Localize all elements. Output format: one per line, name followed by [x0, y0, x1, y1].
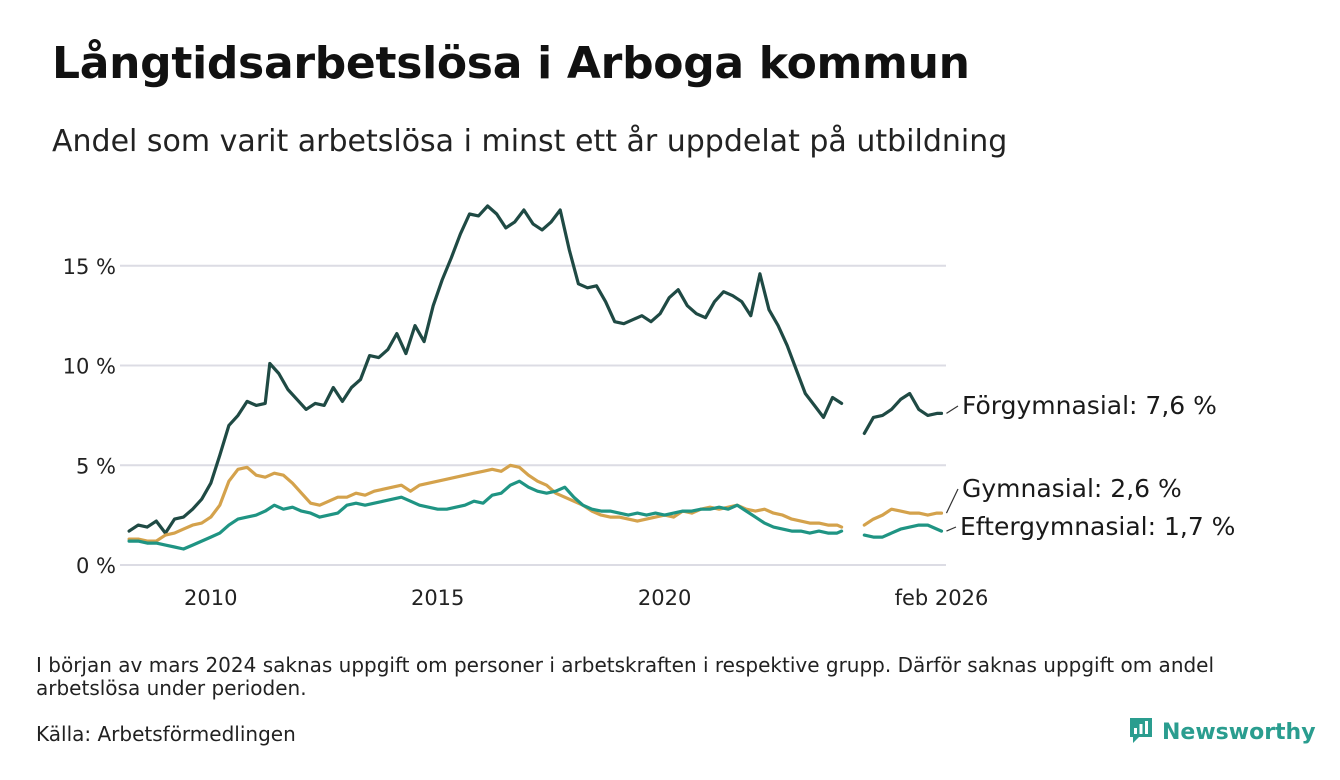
y-tick-label: 15 % [63, 255, 116, 279]
series-line-förgymnasial-0 [127, 204, 844, 535]
series-line-eftergymnasial-1 [862, 523, 944, 539]
footnote: I början av mars 2024 saknas uppgift om … [36, 653, 1215, 700]
series-line-eftergymnasial-0 [127, 479, 844, 551]
series-line-gymnasial-1 [862, 507, 944, 527]
series-label-förgymnasial: Förgymnasial: 7,6 % [962, 391, 1217, 420]
leader-line [946, 405, 959, 414]
x-tick-label: feb 2026 [895, 586, 989, 610]
y-tick-label: 0 % [76, 554, 116, 578]
newsworthy-logo[interactable]: Newsworthy [1128, 716, 1316, 748]
leader-line [946, 526, 957, 532]
chart-subtitle: Andel som varit arbetslösa i minst ett å… [52, 124, 1008, 159]
chart-title: Långtidsarbetslösa i Arboga kommun [52, 38, 970, 89]
bar-chart-icon [1128, 716, 1154, 748]
series-line-förgymnasial-1 [862, 391, 944, 435]
y-tick-label: 5 % [76, 454, 116, 478]
series-label-gymnasial: Gymnasial: 2,6 % [962, 474, 1182, 503]
x-tick-label: 2020 [638, 586, 691, 610]
x-tick-label: 2015 [411, 586, 464, 610]
series-label-eftergymnasial: Eftergymnasial: 1,7 % [960, 512, 1235, 541]
line-chart: 0 % 5 % 10 % 15 % 2010 2015 2020 feb 2026 Förg… [63, 204, 1235, 610]
source-credit: Källa: Arbetsförmedlingen [36, 722, 296, 746]
x-tick-label: 2010 [184, 586, 237, 610]
gridlines [120, 264, 946, 566]
y-tick-label: 10 % [63, 355, 116, 379]
leader-line [945, 488, 959, 514]
x-axis-labels: 2010 2015 2020 feb 2026 [184, 586, 988, 610]
series-labels: Förgymnasial: 7,6 % Gymnasial: 2,6 % Efter… [945, 391, 1235, 541]
series-lines [127, 204, 944, 551]
brand-name: Newsworthy [1162, 719, 1316, 745]
y-axis-labels: 0 % 5 % 10 % 15 % [63, 255, 116, 578]
